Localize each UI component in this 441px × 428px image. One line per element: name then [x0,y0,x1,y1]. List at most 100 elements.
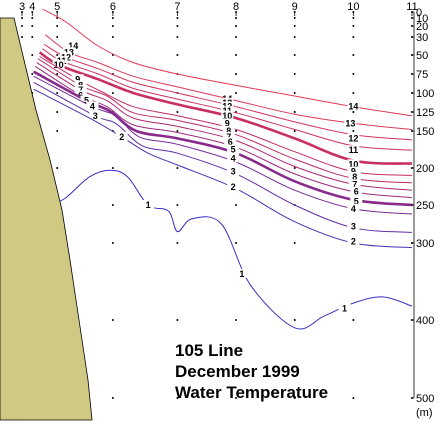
sample-dot-8-75 [235,73,238,75]
sample-dot-7-250 [176,204,179,206]
station-label-3: 3 [19,1,25,13]
sample-dot-6-20 [111,25,114,27]
contour-label-bg-5-2 [350,196,363,206]
sample-dot-6-250 [111,204,114,206]
depth-label-20: 20 [416,21,428,33]
contour-line-11 [42,48,413,151]
depth-label-30: 30 [416,32,428,44]
contour-label-1-1: 1 [239,269,244,279]
sample-dot-7-50 [176,54,179,56]
contour-line-4 [33,75,413,215]
sample-dot-9-150 [293,130,296,132]
sample-dot-6-30 [111,36,114,38]
contour-label-2-1: 2 [231,182,236,192]
contour-label-7-1: 7 [226,132,231,142]
contour-label-bg-10-0 [52,59,65,69]
sample-dot-10-400 [352,319,355,321]
contour-label-7-2: 7 [352,179,357,189]
sample-dot-4-30 [31,36,34,38]
sample-dot-8-150 [235,130,238,132]
sample-dot-9-30 [293,36,296,38]
station-label-4: 4 [29,1,35,13]
contour-label-6-1: 6 [228,137,233,147]
contour-label-bg-13-2 [344,118,357,128]
sample-dot-10-75 [352,73,355,75]
contour-label-9-0: 9 [75,74,80,84]
contour-label-5-1: 5 [231,145,236,155]
contour-label-10-2: 10 [348,159,358,169]
sample-dot-7-150 [176,130,179,132]
depth-label-400: 400 [416,315,434,327]
contour-label-4-1: 4 [231,153,236,163]
sample-dot-4-50 [31,54,34,56]
contour-label-bg-3-0 [89,110,102,120]
sample-dot-10-500 [352,397,355,399]
sample-dot-6-10 [111,17,114,19]
sample-dot-4-10 [31,17,34,19]
contour-label-4-0: 4 [90,102,95,112]
chart-title-line-2: December 1999 [175,362,300,381]
sample-dot-10-50 [352,54,355,56]
contour-label-bg-11-2 [347,145,360,155]
contour-label-bg-2-0 [115,131,128,141]
contour-line-13 [45,34,413,130]
sample-dot-7-400 [176,319,179,321]
sample-dot-9-10 [293,17,296,19]
sample-dot-9-500 [293,397,296,399]
contour-label-7-0: 7 [78,85,83,95]
sample-dot-10-125 [352,111,355,113]
depth-label-250: 250 [416,200,434,212]
chart-title-line-1: 105 Line [175,341,243,360]
coastal-bathymetry [0,17,93,421]
sample-dot-10-10 [352,17,355,19]
contour-label-6-2: 6 [354,187,359,197]
sample-dot-5-200 [56,167,59,169]
contour-label-bg-6-2 [350,186,363,196]
sample-dot-8-100 [235,92,238,94]
contour-label-bg-6-1 [224,137,237,147]
sample-dot-9-75 [293,73,296,75]
contour-label-9-1: 9 [225,118,230,128]
contour-label-bg-1-0 [142,200,155,209]
depth-label-125: 125 [416,107,434,119]
contour-label-14-2: 14 [348,102,358,112]
contour-line-8 [37,58,413,184]
contour-label-4-2: 4 [351,204,356,214]
contour-label-bg-11-1 [221,106,234,116]
contour-label-bg-8-0 [74,80,87,90]
contour-label-bg-9-2 [347,166,360,176]
station-label-9: 9 [292,1,298,13]
sample-dot-4-20 [31,25,34,27]
sample-dot-8-20 [235,25,238,27]
contour-label-8-1: 8 [226,126,231,136]
contour-label-bg-14-2 [347,101,360,111]
sample-dot-4-75 [31,73,34,75]
depth-unit-label: (m) [416,407,433,419]
sample-dot-3-20 [21,25,23,27]
chart-title-line-3: Water Temperature [175,383,328,402]
contour-label-14-0: 14 [68,41,78,51]
contour-label-3-2: 3 [351,221,356,231]
contour-label-1-0: 1 [146,200,151,210]
sample-dot-7-500 [176,397,179,399]
sample-dot-10-100 [352,92,355,94]
contour-label-bg-6-0 [74,90,87,100]
sample-dot-9-125 [293,111,296,113]
sample-dot-7-125 [176,111,179,113]
contour-line-12 [43,43,413,141]
sample-dot-7-200 [176,167,179,169]
station-label-6: 6 [110,1,116,13]
contour-label-bg-12-1 [221,101,234,111]
sample-dot-8-500 [235,397,238,399]
contour-label-12-2: 12 [348,133,358,143]
contour-label-bg-2-1 [227,182,240,192]
sample-dot-9-400 [293,319,296,321]
sample-dot-6-500 [111,397,114,399]
sample-dot-9-50 [293,54,296,56]
sample-dot-7-30 [176,36,179,38]
contour-label-5-2: 5 [354,196,359,206]
contour-label-bg-2-2 [347,236,360,246]
contour-label-bg-4-1 [227,153,240,163]
sample-dot-10-150 [352,130,355,132]
